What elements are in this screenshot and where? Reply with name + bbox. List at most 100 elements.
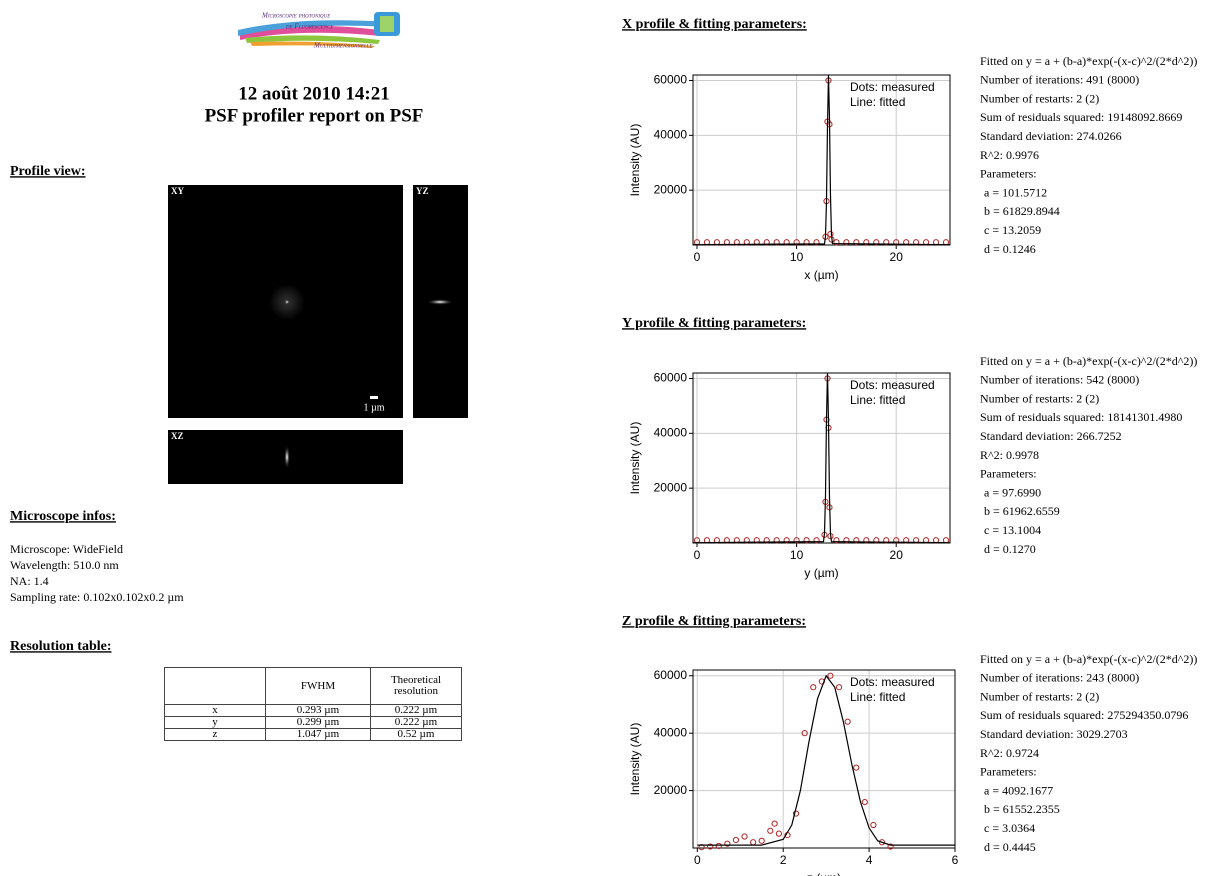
fit-line: R^2: 0.9978 (980, 448, 1039, 462)
fit-line: Sum of residuals squared: 19148092.8669 (980, 110, 1182, 124)
fit-line: c = 3.0364 (984, 821, 1035, 835)
table-cell: x (165, 705, 266, 717)
fit-line: R^2: 0.9724 (980, 746, 1039, 760)
table-cell: 0.293 µm (266, 705, 371, 717)
measured-dot (854, 765, 859, 770)
fit-line: Number of restarts: 2 (2) (980, 91, 1099, 105)
fit-line: Number of iterations: 243 (8000) (980, 671, 1139, 685)
y-tick-label: 40000 (654, 425, 688, 439)
x-tick-label: 0 (694, 548, 701, 562)
table-header: FWHM Theoretical resolution (165, 668, 462, 705)
y-tick-label: 60000 (654, 73, 688, 87)
fit-line: c = 13.1004 (984, 523, 1041, 537)
fitted-line (693, 75, 950, 244)
x-tick-label: 20 (890, 548, 904, 562)
measured-dot (836, 685, 841, 690)
view-label: XY (171, 186, 184, 196)
fit-line: a = 4092.1677 (984, 783, 1053, 797)
x-tick-label: 2 (780, 853, 787, 867)
x-tick-label: 20 (890, 250, 904, 264)
fit-line: c = 13.2059 (984, 223, 1041, 237)
fit-line: Sum of residuals squared: 18141301.4980 (980, 410, 1182, 424)
fit-line: d = 0.4445 (984, 840, 1036, 854)
measured-dot (772, 821, 777, 826)
measured-dot (776, 831, 781, 836)
fit-line: Parameters: (980, 467, 1037, 481)
table-cell: y (165, 717, 266, 729)
section-heading: Resolution table: (10, 639, 112, 654)
fit-line: Standard deviation: 266.7252 (980, 429, 1122, 443)
section-heading: X profile & fitting parameters: (622, 17, 807, 32)
scale-bar-label: 1 µm (363, 402, 384, 413)
y-axis-label: Intensity (AU) (628, 124, 642, 197)
fit-line: b = 61552.2355 (984, 802, 1060, 816)
info-line: Microscope: WideField (10, 542, 123, 556)
x-tick-label: 0 (694, 250, 701, 264)
fit-line: Number of restarts: 2 (2) (980, 689, 1099, 703)
x-tick-label: 6 (952, 853, 959, 867)
y-tick-label: 40000 (654, 127, 688, 141)
fit-line: Sum of residuals squared: 275294350.0796 (980, 708, 1188, 722)
y-tick-label: 20000 (654, 480, 688, 494)
measured-dot (768, 828, 773, 833)
logo-text: Microscopie photonique (261, 12, 330, 20)
chart: 20000400006000001020x (µm)Intensity (AU)… (628, 73, 950, 283)
header-cell: Theoretical resolution (371, 668, 462, 705)
measured-dot (862, 799, 867, 804)
fit-line: Number of restarts: 2 (2) (980, 391, 1099, 405)
legend-entry: Line: fitted (850, 393, 905, 407)
chart: 2000040000600000246z (µm)Intensity (AU)D… (628, 668, 958, 876)
y-tick-label: 60000 (654, 668, 688, 682)
section-heading: Z profile & fitting parameters: (622, 614, 806, 629)
fit-line: a = 97.6990 (984, 485, 1041, 499)
legend-entry: Dots: measured (850, 378, 935, 392)
fit-line: Number of iterations: 542 (8000) (980, 373, 1139, 387)
y-axis-label: Intensity (AU) (628, 422, 642, 495)
table-row: y0.299 µm0.222 µm (165, 717, 462, 729)
x-tick-label: 0 (694, 853, 701, 867)
psf-spot (426, 299, 454, 305)
table-cell: 0.222 µm (371, 705, 462, 717)
legend-entry: Line: fitted (850, 95, 905, 109)
report-date: 12 août 2010 14:21 (238, 83, 389, 104)
fit-line: Parameters: (980, 765, 1037, 779)
fitted-line (693, 373, 950, 543)
section-heading: Profile view: (10, 164, 86, 179)
scale-bar (370, 396, 378, 399)
table-cell: 0.299 µm (266, 717, 371, 729)
fit-line: d = 0.1246 (984, 242, 1036, 256)
fitted-line (697, 676, 955, 845)
psf-spot (284, 445, 290, 469)
plot-frame (693, 670, 955, 848)
view-label: XZ (171, 431, 184, 441)
y-tick-label: 20000 (654, 182, 688, 196)
section-heading: Y profile & fitting parameters: (622, 316, 806, 331)
measured-dot (811, 685, 816, 690)
table-cell: z (165, 729, 266, 741)
legend-entry: Line: fitted (850, 690, 905, 704)
x-axis-label: y (µm) (804, 566, 838, 580)
x-tick-label: 10 (790, 548, 804, 562)
measured-dot (845, 719, 850, 724)
fit-line: Number of iterations: 491 (8000) (980, 73, 1139, 87)
measured-dot (751, 840, 756, 845)
logo: Microscopie photonique de Fluorescence M… (238, 12, 400, 50)
report-title: PSF profiler report on PSF (205, 105, 424, 126)
info-line: Sampling rate: 0.102x0.102x0.2 µm (10, 590, 184, 604)
view-label: YZ (416, 186, 429, 196)
fit-line: Standard deviation: 3029.2703 (980, 727, 1128, 741)
legend-entry: Dots: measured (850, 675, 935, 689)
table-cell: 0.52 µm (371, 729, 462, 741)
y-axis-label: Intensity (AU) (628, 723, 642, 796)
measured-dot (742, 834, 747, 839)
table-cell: 0.222 µm (371, 717, 462, 729)
plot-frame (693, 373, 950, 543)
fit-line: a = 101.5712 (984, 185, 1047, 199)
measured-dot (871, 822, 876, 827)
fit-line: Fitted on y = a + (b-a)*exp(-(x-c)^2/(2*… (980, 54, 1197, 68)
info-line: Wavelength: 510.0 nm (10, 558, 119, 572)
measured-dot (828, 231, 833, 236)
